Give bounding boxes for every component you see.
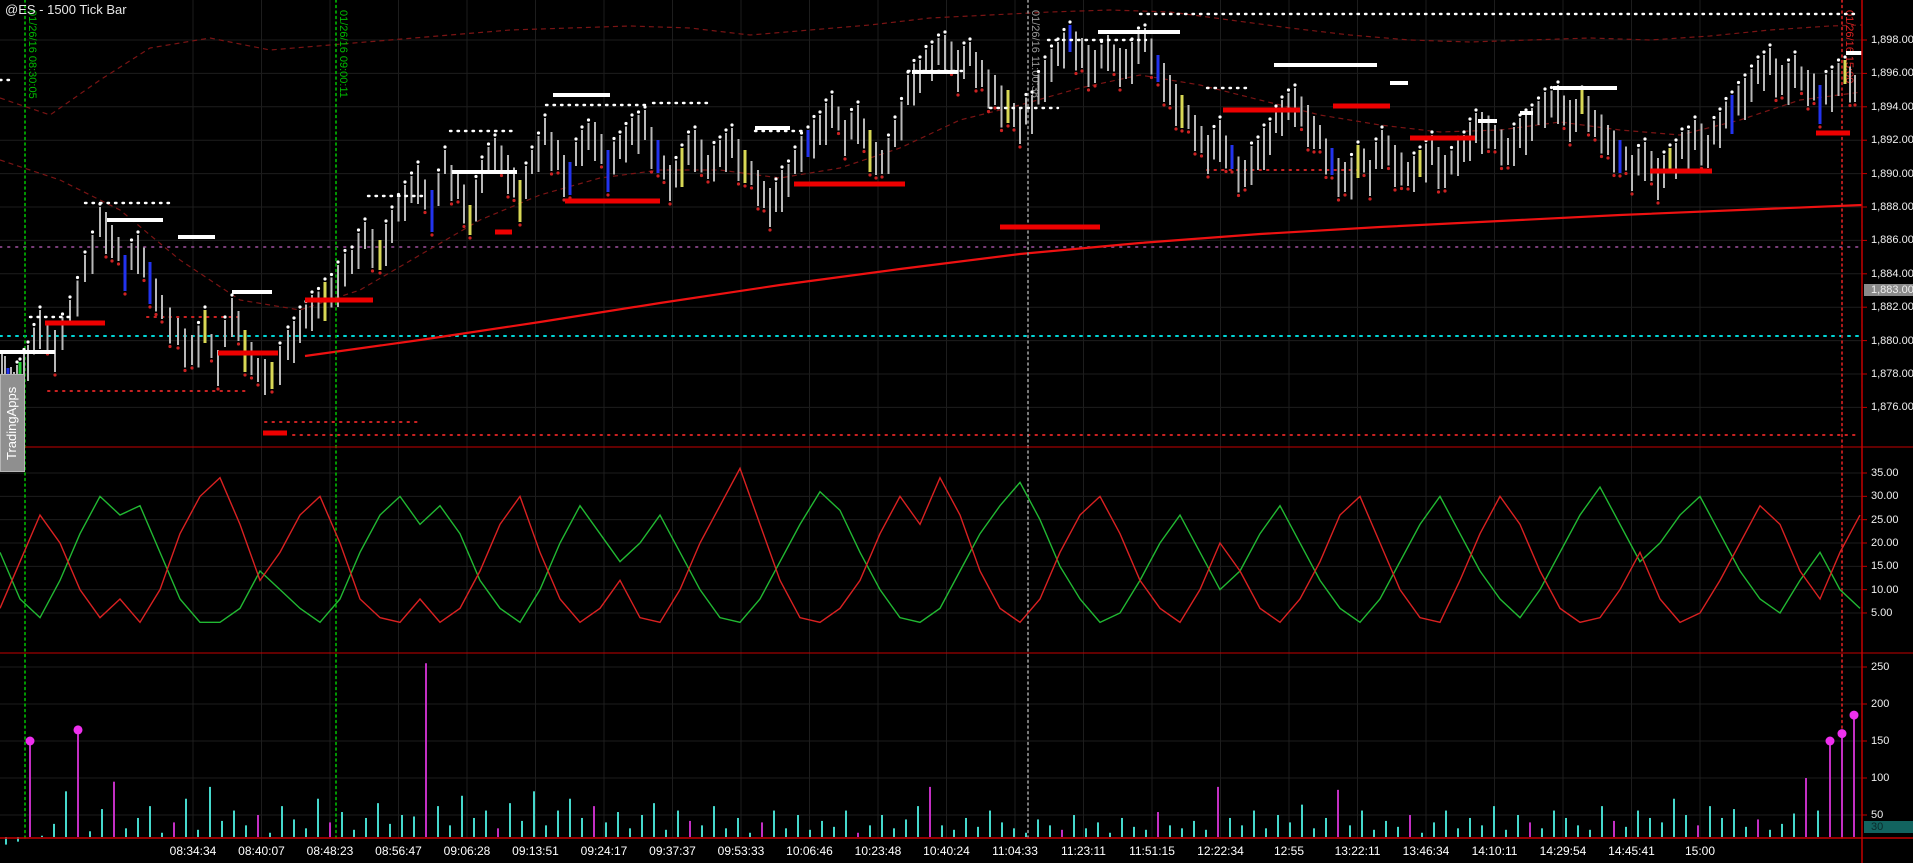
price-axis-label: 1,878.00 <box>1871 368 1913 380</box>
time-axis-label: 13:46:34 <box>1402 844 1450 858</box>
volume-axis-label: 100 <box>1871 772 1890 784</box>
time-axis-label: 12:22:34 <box>1197 844 1244 858</box>
oscillator-axis-label: 20.00 <box>1871 536 1899 549</box>
time-axis-label: 15:00 <box>1684 844 1716 858</box>
time-axis-label: 09:37:37 <box>649 844 696 858</box>
oscillator-axis-label: 10.00 <box>1871 583 1899 596</box>
time-axis-label: 09:06:28 <box>443 844 491 858</box>
last-price-badge: 1,883.00 <box>1864 284 1913 296</box>
time-axis-label: 10:40:24 <box>923 844 970 858</box>
oscillator-axis-label: 30.00 <box>1871 490 1899 503</box>
price-axis-label: 1,882.00 <box>1871 301 1913 314</box>
price-axis-label: 1,888.00 <box>1871 201 1913 213</box>
time-axis-label: 09:13:51 <box>512 844 559 858</box>
tradingapps-watermark: TradingApps <box>0 374 25 472</box>
time-axis-label: 10:23:48 <box>854 844 902 858</box>
price-axis-label: 1,876.00 <box>1871 401 1913 414</box>
time-axis-label: 14:10:11 <box>1471 844 1518 858</box>
oscillator-axis-label: 35.00 <box>1871 467 1899 479</box>
time-axis-label: 11:04:33 <box>992 844 1038 858</box>
time-axis-label: 11:51:15 <box>1129 844 1175 858</box>
oscillator-axis-label: 15.00 <box>1871 560 1899 573</box>
chart-title: @ES - 1500 Tick Bar <box>5 2 127 17</box>
price-axis-label: 1,890.00 <box>1871 167 1913 180</box>
oscillator-axis-label: 5.00 <box>1871 606 1893 619</box>
volume-axis-label: 250 <box>1871 661 1890 673</box>
volume-axis-label: 150 <box>1871 735 1890 747</box>
time-axis-label: 09:24:17 <box>580 844 628 858</box>
time-axis-label: 08:48:23 <box>306 844 354 858</box>
svg-text:01/26/16 08:30:05: 01/26/16 08:30:05 <box>26 10 38 99</box>
oscillator-axis-label: 25.00 <box>1871 513 1899 526</box>
volume-axis-label: 50 <box>1871 809 1884 821</box>
time-axis-label: 08:56:47 <box>375 844 422 858</box>
price-axis-label: 1,886.00 <box>1871 234 1913 247</box>
price-axis-label: 1,898.00 <box>1871 34 1913 46</box>
volume-axis-label: 200 <box>1871 698 1890 710</box>
svg-text:01/26/16 09:00:11: 01/26/16 09:00:11 <box>337 10 349 98</box>
price-axis-label: 1,884.00 <box>1871 267 1913 280</box>
time-axis-label: 11:23:11 <box>1061 844 1106 858</box>
time-axis-label: 08:40:07 <box>238 844 285 858</box>
time-axis-label: 08:34:34 <box>169 844 217 858</box>
price-axis-label: 1,880.00 <box>1871 334 1913 347</box>
time-axis-label: 09:53:33 <box>717 844 765 858</box>
time-axis-label: 14:29:54 <box>1539 844 1587 858</box>
time-axis-label: 12:55 <box>1273 844 1305 858</box>
last-volume-badge: 30 <box>1864 821 1913 833</box>
price-axis-label: 1,894.00 <box>1871 100 1913 113</box>
time-axis-label: 13:22:11 <box>1334 844 1381 858</box>
time-axis-label: 10:06:46 <box>786 844 833 858</box>
time-axis-label: 14:45:41 <box>1608 844 1655 858</box>
price-axis-label: 1,896.00 <box>1871 67 1913 80</box>
price-axis-label: 1,892.00 <box>1871 134 1913 147</box>
